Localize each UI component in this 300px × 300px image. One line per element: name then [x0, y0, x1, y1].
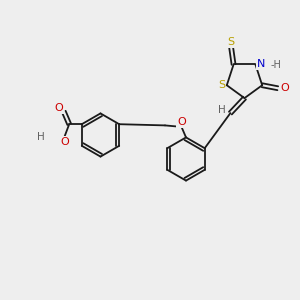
Text: H: H — [37, 132, 44, 142]
Text: N: N — [256, 59, 265, 70]
Text: S: S — [227, 37, 234, 47]
Text: O: O — [60, 137, 69, 147]
Text: O: O — [177, 116, 186, 127]
Text: -H: -H — [270, 60, 281, 70]
Text: O: O — [280, 82, 289, 93]
Text: S: S — [218, 80, 225, 90]
Text: O: O — [54, 103, 63, 113]
Text: H: H — [218, 105, 225, 115]
